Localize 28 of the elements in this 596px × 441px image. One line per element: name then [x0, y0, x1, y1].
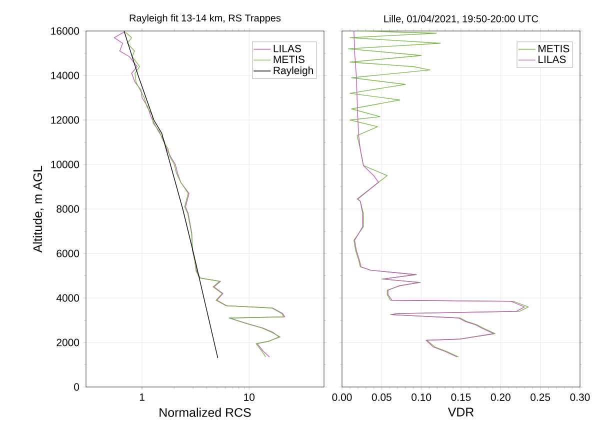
x-tick-label: 0.05 [372, 394, 392, 401]
y-tick-label: 6000 [56, 250, 80, 258]
y-tick-label: 10000 [51, 160, 80, 168]
x-tick-label: 0.15 [451, 394, 471, 401]
legend-label: METIS [538, 44, 570, 52]
x-tick-label: 1 [140, 394, 144, 401]
x-axis-title: Normalized RCS [160, 408, 251, 417]
x-tick-label: 10 [244, 394, 255, 401]
x-tick-label: 0.30 [570, 394, 590, 401]
y-tick-label: 8000 [56, 205, 80, 213]
y-tick-label: 14000 [51, 72, 80, 80]
y-tick-label: 2000 [56, 338, 80, 346]
x-tick-label: 0.10 [412, 394, 432, 401]
legend-label: LILAS [274, 44, 301, 52]
x-tick-label: 0.00 [332, 394, 352, 401]
y-tick-label: 0 [74, 383, 80, 391]
legend-label: Rayleigh [274, 66, 313, 76]
y-tick-label: 12000 [51, 116, 80, 124]
legend-label: METIS [274, 56, 304, 64]
y-tick-label: 4000 [56, 294, 80, 302]
x-tick-label: 0.20 [490, 394, 510, 401]
chart-title: Lille, 01/04/2021, 19:50-20:00 UTC [384, 15, 538, 24]
y-axis-title: Altitude, m AGL [32, 166, 44, 253]
x-tick-label: 0.25 [530, 394, 550, 401]
x-axis-title: VDR [448, 408, 474, 416]
chart-title: Rayleigh fit 13-14 km, RS Trappes [130, 14, 281, 24]
legend-label: LILAS [538, 56, 566, 64]
y-tick-label: 16000 [51, 27, 80, 35]
